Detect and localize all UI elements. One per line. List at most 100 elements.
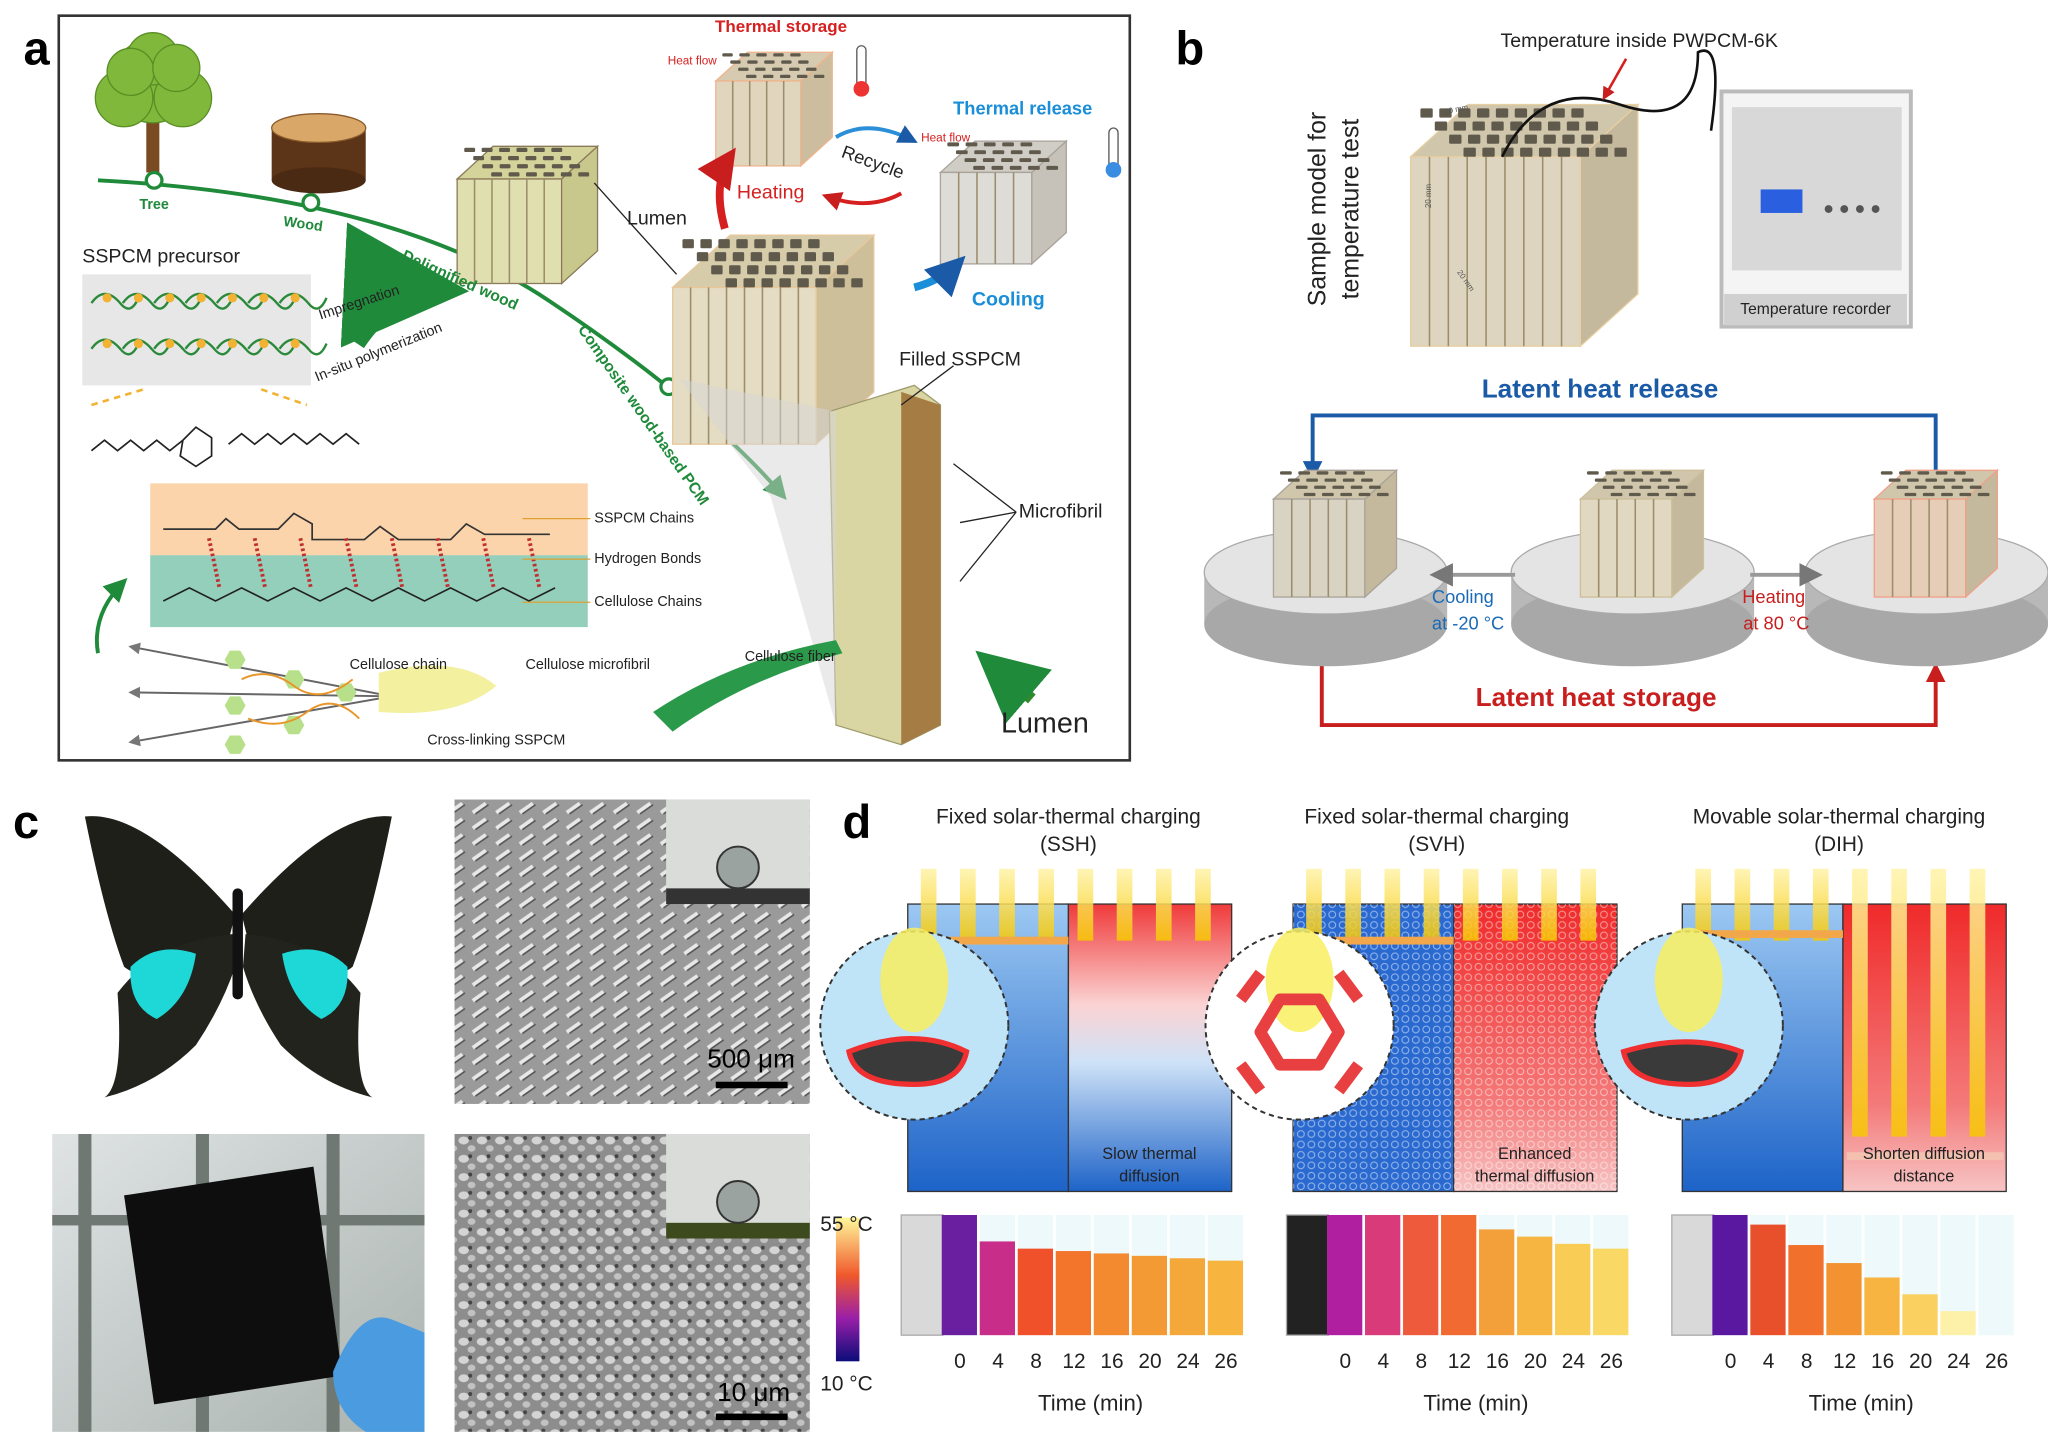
log-bottom (271, 167, 366, 194)
cube-lumen (779, 74, 791, 79)
recycle-arrow-top (834, 125, 918, 143)
cube-lumen (1001, 158, 1013, 162)
probe-wire (1500, 49, 1717, 158)
cube-lumen (1486, 134, 1500, 144)
return-arrow (94, 578, 128, 654)
label: temperature test (1337, 119, 1364, 300)
cube-lumen (473, 155, 485, 161)
cube-lumen (1324, 478, 1337, 482)
cube-lumen (1342, 478, 1355, 482)
precursor-chain (247, 338, 297, 356)
cube-lumen (1552, 108, 1565, 118)
time-tick-label: 12 (1062, 1350, 1085, 1373)
cube-lumen (1907, 478, 1919, 482)
cube-lumen (818, 265, 831, 275)
cube-lumen (804, 252, 816, 262)
label: Temperature inside PWPCM-6K (1500, 30, 1777, 52)
cube-side (1031, 139, 1067, 266)
precursor-chain (215, 292, 265, 310)
recorder-knob (1824, 205, 1833, 213)
cube-lumen (974, 150, 986, 155)
cube-lumen (534, 164, 546, 169)
panel-label: b (1176, 22, 1205, 75)
cube-lumen (508, 172, 520, 177)
cube-lumen (763, 74, 774, 79)
cube-lumen (1449, 134, 1462, 144)
tree-leaves (152, 43, 201, 93)
cube-lumen (1439, 108, 1452, 118)
cube-side (1364, 468, 1398, 599)
cube-lumen (1463, 147, 1476, 157)
cube-lumen (729, 265, 741, 275)
sun-ray (1891, 868, 1907, 1137)
lumen-arrow (975, 650, 1052, 724)
cube-lumen (1543, 134, 1556, 144)
recorder-screen (1760, 189, 1803, 213)
cube-lumen (1959, 492, 1972, 497)
sun-ray (1384, 868, 1401, 941)
cube-lumen (1614, 147, 1627, 157)
recorder-knob (1871, 205, 1880, 213)
precursor-chain (121, 338, 171, 356)
vial-photo (1285, 1214, 1329, 1336)
cube-lumen (482, 164, 494, 169)
cube-lumen (1340, 492, 1353, 497)
time-tick-label: 20 (1909, 1350, 1932, 1373)
charge-box-right (1067, 903, 1233, 1193)
cube-lumen (481, 147, 493, 153)
sun-ray (999, 868, 1015, 941)
cube-front (939, 171, 1033, 265)
cube-lumen (464, 147, 476, 153)
window-bar (78, 1133, 92, 1432)
time-tick-label: 26 (1985, 1350, 2008, 1373)
label: Cooling (972, 289, 1045, 311)
recorder-knob (1840, 205, 1849, 213)
scale-bar-top (715, 1081, 788, 1089)
strip-heat (979, 1241, 1015, 1336)
cube-lumen (768, 252, 781, 262)
label: Sample model for (1305, 112, 1332, 306)
microfibril-shape (378, 665, 497, 714)
cube-lumen (1009, 165, 1022, 170)
colorbar (835, 1217, 860, 1362)
hydrogen-bond (481, 537, 496, 589)
cube-lumen (1472, 121, 1485, 131)
label: Heat flow (668, 55, 717, 68)
cube-lumen (773, 53, 784, 57)
hydrogen-bond (389, 537, 405, 589)
strip-heat (1902, 1294, 1938, 1336)
label: Lumen (627, 208, 687, 230)
label: Fixed solar-thermal charging (1304, 805, 1569, 828)
zoom-glow (1654, 927, 1723, 1033)
lumen-pointer (593, 182, 628, 220)
sun-ray (1345, 868, 1361, 941)
hydrogen-bond (207, 537, 222, 589)
cube-lumen (1566, 121, 1580, 131)
strip-heat (1093, 1253, 1130, 1336)
precursor-crosslink (133, 293, 144, 303)
cube-lumen (736, 239, 748, 249)
label: Latent heat release (1482, 374, 1719, 404)
label: Shorten diffusion (1863, 1145, 1985, 1163)
strip-heat (1479, 1229, 1515, 1336)
cube-lumen (1458, 108, 1471, 118)
cube-lumen (1639, 485, 1652, 489)
cube-lumen (947, 142, 960, 147)
strip-heat (1169, 1258, 1206, 1336)
label: Latent heat storage (1476, 682, 1717, 712)
sun-ray (1541, 868, 1557, 941)
cube-lumen (700, 239, 712, 249)
cube-lumen (696, 252, 709, 262)
cube-lumen (1495, 108, 1509, 118)
precursor-crosslink (259, 339, 269, 349)
cube-lumen (1434, 121, 1448, 131)
recycle-arrow-bottom (821, 191, 903, 211)
cube-lumen (973, 165, 985, 170)
cube-side (1579, 103, 1639, 348)
cube-lumen (955, 150, 968, 155)
cube-lumen (747, 265, 759, 275)
label: Temperature recorder (1740, 301, 1891, 318)
label: at 80 °C (1743, 612, 1809, 633)
